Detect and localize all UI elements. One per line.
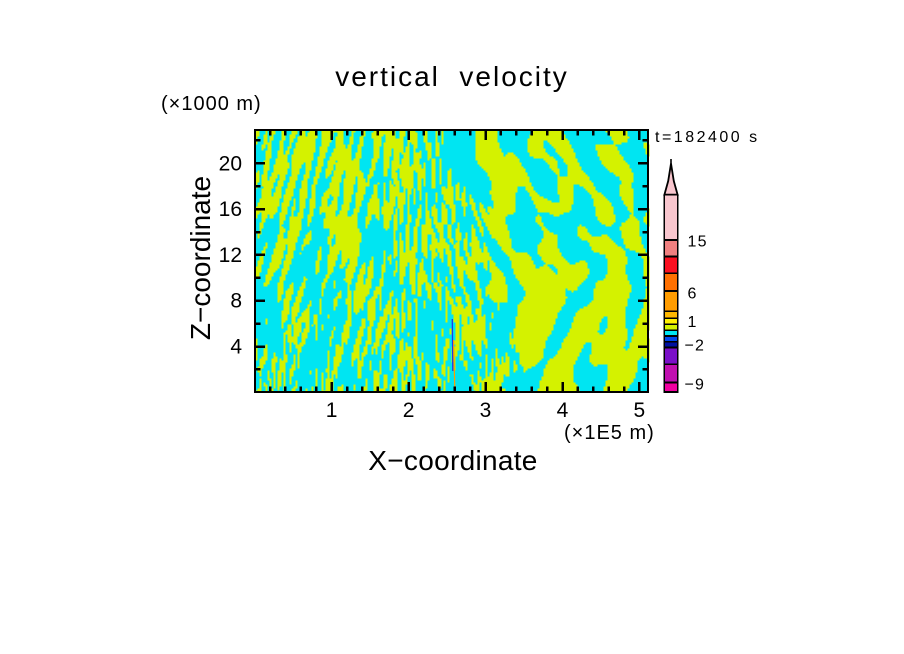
svg-text:16: 16 — [219, 198, 242, 221]
svg-text:(×1E5 m): (×1E5 m) — [564, 422, 655, 444]
svg-text:3: 3 — [480, 399, 492, 422]
svg-text:(×1000 m): (×1000 m) — [161, 93, 262, 115]
svg-text:20: 20 — [219, 152, 242, 175]
svg-text:5: 5 — [634, 399, 646, 422]
svg-text:−9: −9 — [685, 377, 706, 394]
svg-text:6: 6 — [688, 286, 698, 303]
svg-text:4: 4 — [230, 336, 242, 359]
svg-text:12: 12 — [219, 244, 242, 267]
svg-text:X−coordinate: X−coordinate — [368, 445, 537, 476]
svg-text:2: 2 — [403, 399, 415, 422]
svg-text:vertical velocity: vertical velocity — [335, 61, 569, 92]
svg-text:1: 1 — [326, 399, 338, 422]
svg-text:8: 8 — [230, 290, 242, 313]
svg-text:t=182400 s: t=182400 s — [655, 129, 760, 146]
svg-text:15: 15 — [688, 234, 708, 251]
svg-text:−2: −2 — [685, 338, 706, 355]
svg-text:4: 4 — [557, 399, 569, 422]
svg-text:1: 1 — [688, 314, 698, 331]
svg-text:Z−coordinate: Z−coordinate — [185, 176, 216, 340]
